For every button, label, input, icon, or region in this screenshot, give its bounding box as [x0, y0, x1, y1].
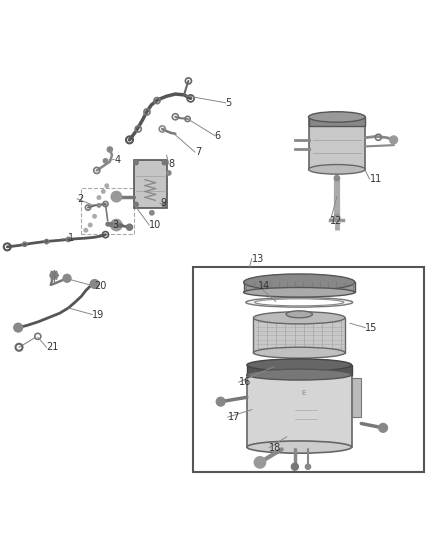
Text: 1: 1 [68, 233, 74, 243]
Text: 15: 15 [365, 322, 378, 333]
Circle shape [127, 224, 133, 230]
Circle shape [390, 136, 398, 144]
Circle shape [93, 215, 96, 218]
Circle shape [102, 190, 105, 193]
Circle shape [63, 274, 71, 282]
Bar [308, 117, 365, 126]
Ellipse shape [254, 312, 345, 324]
Text: 2: 2 [77, 194, 83, 204]
Text: 5: 5 [226, 98, 232, 108]
Text: 12: 12 [330, 216, 343, 225]
Circle shape [162, 203, 166, 207]
Ellipse shape [286, 311, 312, 318]
Text: E: E [301, 390, 306, 396]
Ellipse shape [244, 274, 355, 290]
Text: 7: 7 [195, 147, 201, 157]
Text: 10: 10 [149, 220, 161, 230]
Circle shape [291, 463, 298, 470]
Text: 3: 3 [112, 220, 118, 230]
Bar [81, 188, 134, 234]
Circle shape [111, 191, 122, 202]
Ellipse shape [246, 297, 353, 307]
Circle shape [90, 280, 99, 288]
Circle shape [97, 204, 101, 207]
Text: 19: 19 [92, 310, 105, 319]
Bar [247, 365, 352, 375]
Ellipse shape [254, 347, 345, 358]
Circle shape [50, 271, 58, 279]
Circle shape [254, 457, 265, 468]
Ellipse shape [244, 287, 355, 297]
Circle shape [379, 424, 388, 432]
Ellipse shape [308, 112, 365, 122]
Circle shape [103, 159, 108, 163]
Circle shape [305, 464, 311, 470]
Circle shape [105, 184, 109, 188]
Bar [352, 378, 361, 417]
Circle shape [334, 175, 339, 181]
Circle shape [134, 203, 138, 207]
Ellipse shape [255, 299, 344, 306]
Text: 17: 17 [228, 412, 240, 422]
Ellipse shape [247, 359, 352, 371]
Text: 13: 13 [252, 254, 264, 264]
Circle shape [166, 171, 171, 175]
Circle shape [150, 211, 154, 215]
Ellipse shape [247, 441, 352, 453]
Circle shape [84, 229, 88, 232]
Bar [247, 375, 352, 447]
Text: 11: 11 [370, 174, 382, 184]
Text: 9: 9 [160, 198, 166, 208]
Bar [244, 282, 355, 292]
Text: 8: 8 [169, 159, 175, 169]
Circle shape [134, 160, 138, 165]
Bar [254, 318, 345, 353]
Bar [308, 119, 365, 169]
Ellipse shape [247, 369, 352, 380]
Text: 16: 16 [239, 377, 251, 387]
Text: 6: 6 [215, 131, 221, 141]
Text: 21: 21 [46, 342, 59, 352]
Circle shape [97, 196, 101, 199]
Text: 18: 18 [269, 443, 282, 453]
Ellipse shape [308, 165, 365, 174]
Circle shape [162, 160, 166, 165]
Bar [193, 266, 424, 472]
Text: 4: 4 [114, 155, 120, 165]
Circle shape [111, 220, 122, 231]
Text: 14: 14 [258, 281, 271, 291]
Text: 20: 20 [95, 281, 107, 291]
Circle shape [14, 323, 22, 332]
Bar [134, 159, 166, 207]
Circle shape [88, 223, 92, 227]
Circle shape [216, 397, 225, 406]
Circle shape [107, 147, 113, 152]
